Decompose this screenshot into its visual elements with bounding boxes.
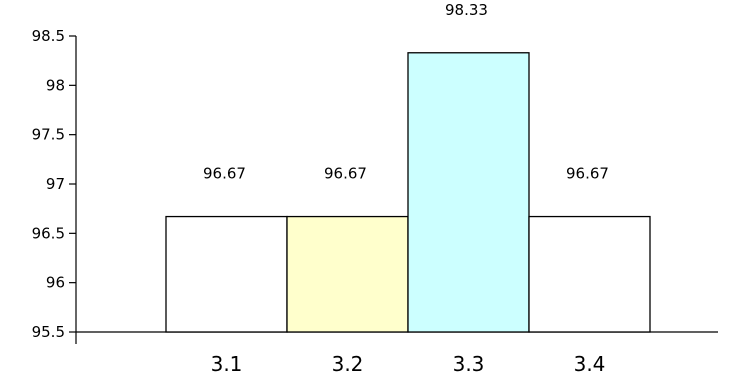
data-label: 96.67	[324, 165, 367, 183]
x-tick-label: 3.4	[574, 352, 606, 376]
bar-3.3	[407, 52, 530, 333]
y-tick-label: 97.5	[32, 126, 65, 144]
x-tick-label: 3.3	[453, 352, 485, 376]
chart-data-labels: 96.67 96.67 98.33 96.67	[203, 1, 609, 183]
data-label: 96.67	[566, 165, 609, 183]
chart-ticks: 95.5 96 96.5 97 97.5 98 98.5 3.1 3.2 3.3 3.4	[32, 27, 606, 376]
y-tick-label: 96	[46, 274, 65, 292]
data-label: 96.67	[203, 165, 246, 183]
y-tick-label: 95.5	[32, 323, 65, 341]
y-tick-label: 96.5	[32, 224, 65, 242]
data-label: 98.33	[445, 1, 488, 19]
y-tick-label: 98.5	[32, 27, 65, 45]
bar-3.1	[165, 215, 288, 333]
bar-3.2	[286, 215, 409, 333]
chart-bars	[165, 52, 651, 333]
y-tick-label: 97	[46, 175, 65, 193]
x-tick-label: 3.2	[332, 352, 364, 376]
x-tick-label: 3.1	[211, 352, 243, 376]
y-tick-label: 98	[46, 76, 65, 94]
bar-3.4	[528, 215, 651, 333]
